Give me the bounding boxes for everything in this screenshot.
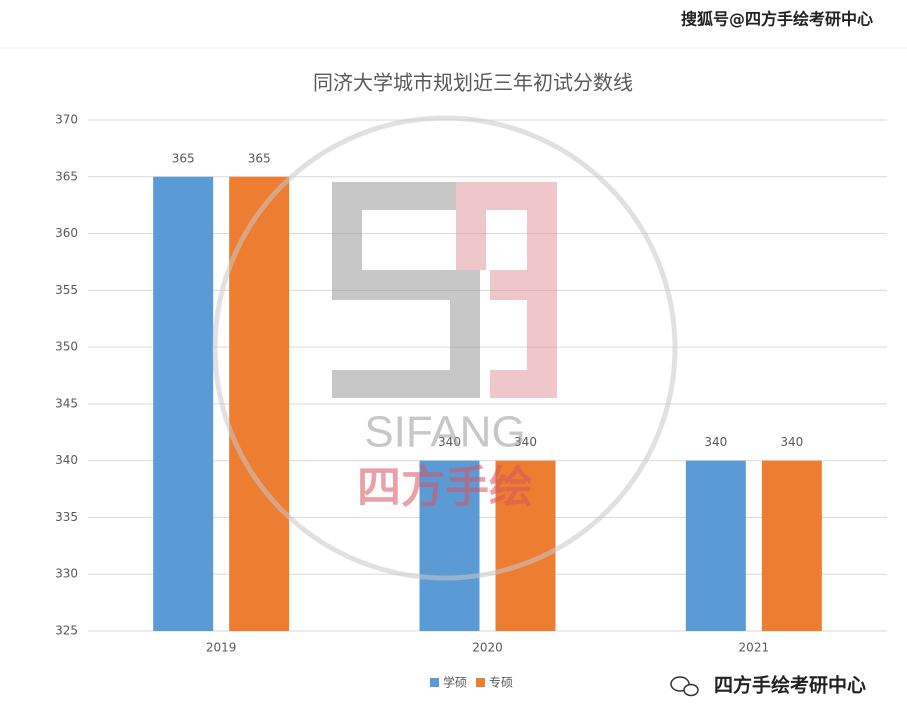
bar — [495, 460, 556, 631]
plot: 325 330 335 340 345 350 355 360 365 370 2019 365 365… — [55, 113, 887, 690]
y-tick-label: 340 — [55, 453, 78, 467]
y-tick-label: 350 — [55, 340, 78, 354]
data-label: 340 — [704, 435, 727, 449]
bar — [419, 460, 480, 631]
y-tick-label: 365 — [55, 169, 78, 183]
bar — [229, 176, 290, 631]
bar — [761, 460, 822, 631]
legend-swatch — [476, 678, 485, 687]
y-tick-label: 370 — [55, 113, 78, 127]
watermark-text: SIFANG — [364, 408, 525, 457]
data-label: 365 — [172, 151, 195, 165]
account-name: 四方手绘考研中心 — [714, 674, 866, 697]
x-tick-label: 2019 — [206, 641, 237, 655]
y-tick-label: 330 — [55, 567, 78, 581]
bar — [153, 176, 214, 631]
watermark: SIFANG 四方手绘 — [212, 115, 678, 581]
y-tick-label: 355 — [55, 283, 78, 297]
y-tick-label: 360 — [55, 226, 78, 240]
x-tick-label: 2021 — [739, 641, 770, 655]
legend-swatch — [430, 678, 439, 687]
data-label: 340 — [780, 435, 803, 449]
legend-label: 学硕 — [443, 675, 467, 690]
bar — [685, 460, 746, 631]
watermark-circle — [212, 115, 678, 581]
y-tick-label: 335 — [55, 510, 78, 524]
watermark-text: 四方手绘 — [357, 462, 533, 513]
source-watermark: 搜狐号@四方手绘考研中心 — [681, 10, 873, 29]
x-tick-label: 2020 — [472, 641, 503, 655]
data-label: 340 — [438, 435, 461, 449]
y-tick-label: 345 — [55, 396, 78, 410]
data-label: 365 — [248, 151, 271, 165]
legend-label: 专硕 — [489, 675, 513, 690]
data-label: 340 — [514, 435, 537, 449]
chart-title: 同济大学城市规划近三年初试分数线 — [313, 71, 633, 95]
watermark-logo — [456, 182, 557, 398]
y-tick-label: 325 — [55, 624, 78, 638]
watermark-logo — [332, 182, 480, 398]
wechat-icon — [670, 676, 699, 697]
